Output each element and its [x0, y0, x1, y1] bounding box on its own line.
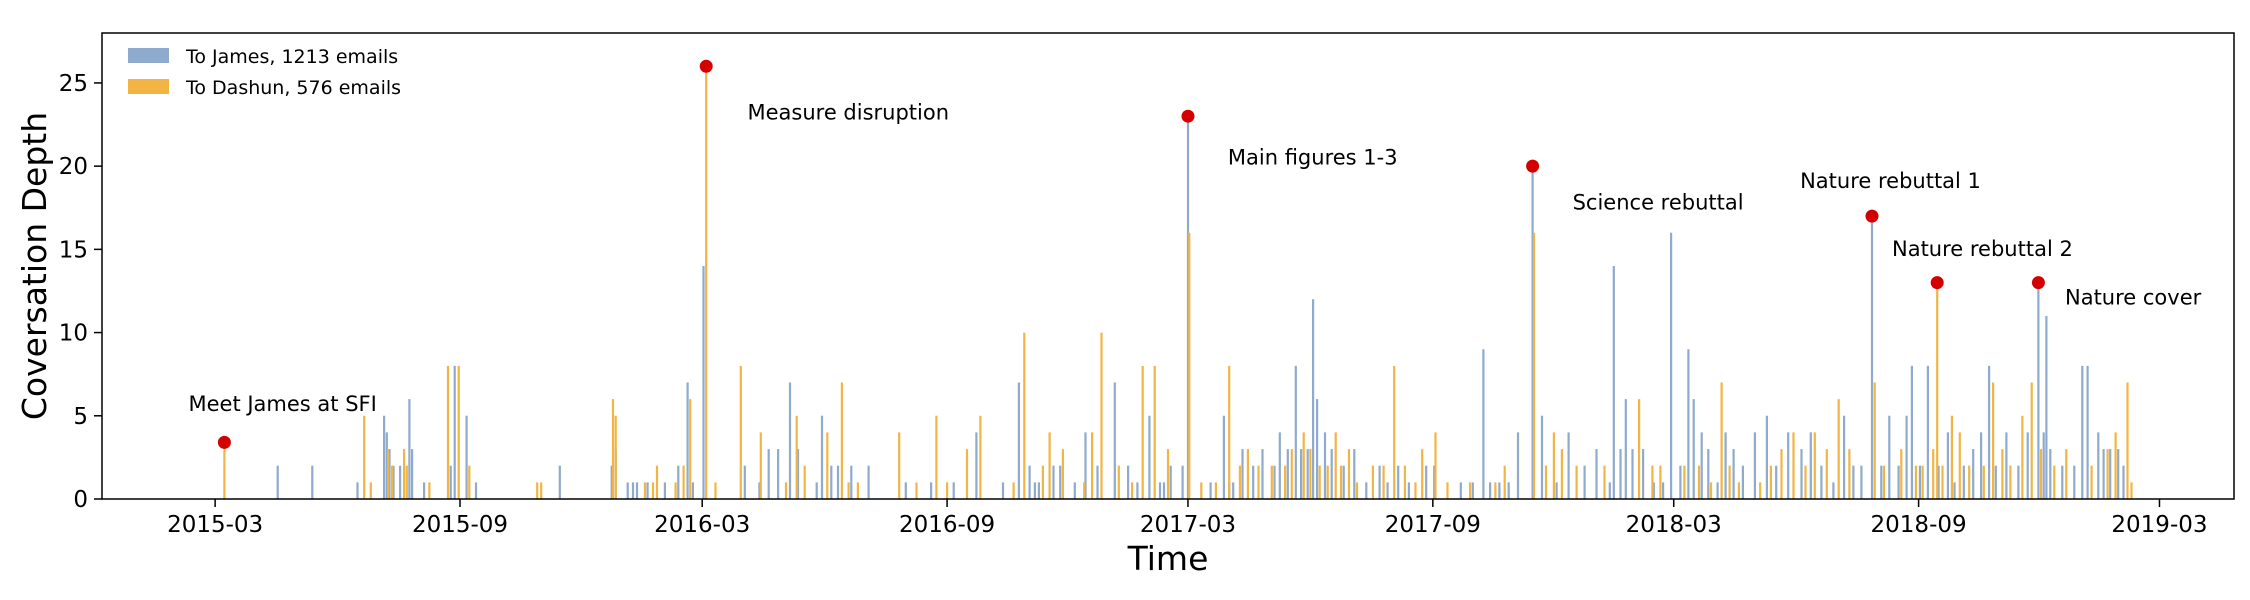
milestone-marker-6: [2031, 276, 2045, 290]
milestone-marker-1: [699, 59, 713, 73]
x-tick-label-7: 2018-09: [1871, 512, 1967, 538]
bars-layer: [223, 66, 2133, 499]
x-tick-label-1: 2015-09: [412, 512, 508, 538]
y-tick-label-1: 5: [73, 404, 88, 430]
x-tick-label-8: 2019-03: [2111, 512, 2207, 538]
milestone-label-2: Main figures 1-3: [1228, 146, 1398, 170]
plot-frame: [101, 32, 2235, 500]
milestone-label-4: Nature rebuttal 1: [1800, 169, 1981, 193]
legend-label-dashun: To Dashun, 576 emails: [185, 77, 401, 99]
y-tick-label-5: 25: [59, 71, 88, 97]
milestone-label-5: Nature rebuttal 2: [1892, 237, 2073, 261]
annotation-layer: Meet James at SFI Measure disruption Main …: [189, 101, 2202, 416]
y-axis: 0 5 10 15 20 25: [59, 71, 102, 513]
milestone-label-3: Science rebuttal: [1573, 190, 1744, 214]
x-tick-label-3: 2016-09: [899, 512, 995, 538]
milestone-marker-4: [1865, 209, 1879, 223]
x-tick-label-5: 2017-09: [1385, 512, 1481, 538]
legend: To James, 1213 emails To Dashun, 576 ema…: [128, 46, 401, 99]
milestone-marker-5: [1930, 276, 1944, 290]
x-axis: 2015-03 2015-09 2016-03 2016-09 2017-03 2017-…: [167, 499, 2208, 538]
x-tick-label-4: 2017-03: [1140, 512, 1236, 538]
milestone-label-0: Meet James at SFI: [189, 392, 377, 416]
markers-layer: [217, 59, 2045, 449]
y-tick-label-3: 15: [59, 237, 88, 263]
x-axis-label: Time: [1127, 539, 1209, 578]
y-axis-label: Coversation Depth: [15, 112, 54, 420]
legend-swatch-james: [128, 48, 169, 63]
legend-swatch-dashun: [128, 79, 169, 94]
y-tick-label-2: 10: [59, 321, 88, 347]
x-tick-label-6: 2018-03: [1626, 512, 1722, 538]
milestone-marker-2: [1181, 109, 1195, 123]
milestone-marker-3: [1526, 159, 1540, 173]
x-tick-label-2: 2016-03: [654, 512, 750, 538]
y-tick-label-4: 20: [59, 154, 88, 180]
milestone-label-6: Nature cover: [2065, 285, 2202, 309]
y-tick-label-0: 0: [73, 487, 88, 513]
legend-label-james: To James, 1213 emails: [185, 46, 398, 68]
milestone-marker-0: [217, 435, 231, 449]
x-tick-label-0: 2015-03: [167, 512, 263, 538]
milestone-label-1: Measure disruption: [748, 101, 950, 125]
